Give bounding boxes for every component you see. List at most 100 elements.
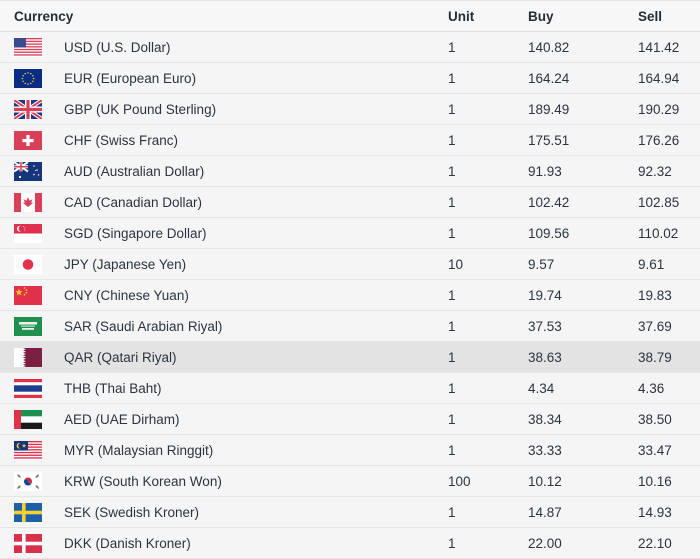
currency-name: SAR (Saudi Arabian Riyal) <box>64 318 223 334</box>
currency-name: GBP (UK Pound Sterling) <box>64 101 217 117</box>
cell-unit: 1 <box>440 372 518 404</box>
currency-name: DKK (Danish Kroner) <box>64 535 191 551</box>
flag-gb-icon <box>14 99 42 119</box>
column-header-currency[interactable]: Currency <box>0 0 440 32</box>
flag-qa-icon <box>14 347 42 367</box>
cell-unit: 10 <box>440 248 518 280</box>
cell-unit: 1 <box>440 62 518 94</box>
cell-buy-rate: 22.00 <box>518 527 628 559</box>
flag-ca-icon <box>14 192 42 212</box>
column-header-buy[interactable]: Buy <box>518 0 628 32</box>
table-row[interactable]: THB (Thai Baht) 1 4.34 4.36 <box>0 372 700 404</box>
cell-unit: 1 <box>440 155 518 187</box>
cell-sell-rate: 38.79 <box>628 341 700 373</box>
cell-sell-rate: 14.93 <box>628 496 700 528</box>
cell-unit: 1 <box>440 124 518 156</box>
cell-buy-rate: 37.53 <box>518 310 628 342</box>
cell-sell-rate: 92.32 <box>628 155 700 187</box>
table-header: Currency Unit Buy Sell <box>0 0 700 32</box>
cell-buy-rate: 38.63 <box>518 341 628 373</box>
currency-name: JPY (Japanese Yen) <box>64 256 187 272</box>
currency-name: EUR (European Euro) <box>64 70 197 86</box>
table-row[interactable]: DKK (Danish Kroner) 1 22.00 22.10 <box>0 527 700 559</box>
cell-buy-rate: 140.82 <box>518 31 628 63</box>
table-row[interactable]: GBP (UK Pound Sterling) 1 189.49 190.29 <box>0 93 700 125</box>
cell-buy-rate: 189.49 <box>518 93 628 125</box>
currency-name: QAR (Qatari Riyal) <box>64 349 177 365</box>
cell-currency: THB (Thai Baht) <box>0 372 440 404</box>
currency-name: CNY (Chinese Yuan) <box>64 287 189 303</box>
table-row[interactable]: CAD (Canadian Dollar) 1 102.42 102.85 <box>0 186 700 218</box>
cell-unit: 100 <box>440 465 518 497</box>
table-row[interactable]: AED (UAE Dirham) 1 38.34 38.50 <box>0 403 700 435</box>
table-row[interactable]: SEK (Swedish Kroner) 1 14.87 14.93 <box>0 496 700 528</box>
table-row[interactable]: AUD (Australian Dollar) 1 91.93 92.32 <box>0 155 700 187</box>
cell-unit: 1 <box>440 31 518 63</box>
cell-buy-rate: 9.57 <box>518 248 628 280</box>
cell-unit: 1 <box>440 527 518 559</box>
cell-sell-rate: 10.16 <box>628 465 700 497</box>
cell-sell-rate: 19.83 <box>628 279 700 311</box>
cell-currency: USD (U.S. Dollar) <box>0 31 440 63</box>
cell-buy-rate: 38.34 <box>518 403 628 435</box>
cell-currency: AUD (Australian Dollar) <box>0 155 440 187</box>
cell-currency: KRW (South Korean Won) <box>0 465 440 497</box>
table-row[interactable]: CNY (Chinese Yuan) 1 19.74 19.83 <box>0 279 700 311</box>
cell-unit: 1 <box>440 186 518 218</box>
table-row[interactable]: MYR (Malaysian Ringgit) 1 33.33 33.47 <box>0 434 700 466</box>
flag-th-icon <box>14 378 42 398</box>
table-row[interactable]: EUR (European Euro) 1 164.24 164.94 <box>0 62 700 94</box>
currency-name: CAD (Canadian Dollar) <box>64 194 203 210</box>
table-body: USD (U.S. Dollar) 1 140.82 141.42 EUR (Europ… <box>0 31 700 559</box>
cell-currency: CAD (Canadian Dollar) <box>0 186 440 218</box>
cell-sell-rate: 38.50 <box>628 403 700 435</box>
cell-buy-rate: 102.42 <box>518 186 628 218</box>
flag-kr-icon <box>14 471 42 491</box>
table-row[interactable]: SAR (Saudi Arabian Riyal) 1 37.53 37.69 <box>0 310 700 342</box>
flag-ch-icon <box>14 130 42 150</box>
cell-sell-rate: 141.42 <box>628 31 700 63</box>
flag-eu-icon <box>14 68 42 88</box>
currency-name: AED (UAE Dirham) <box>64 411 180 427</box>
currency-name: AUD (Australian Dollar) <box>64 163 205 179</box>
cell-sell-rate: 33.47 <box>628 434 700 466</box>
cell-unit: 1 <box>440 217 518 249</box>
flag-jp-icon <box>14 254 42 274</box>
currency-name: SGD (Singapore Dollar) <box>64 225 207 241</box>
currency-name: MYR (Malaysian Ringgit) <box>64 442 214 458</box>
cell-buy-rate: 14.87 <box>518 496 628 528</box>
flag-us-icon <box>14 37 42 57</box>
table-row[interactable]: CHF (Swiss Franc) 1 175.51 176.26 <box>0 124 700 156</box>
cell-currency: AED (UAE Dirham) <box>0 403 440 435</box>
cell-currency: SAR (Saudi Arabian Riyal) <box>0 310 440 342</box>
table-row[interactable]: KRW (South Korean Won) 100 10.12 10.16 <box>0 465 700 497</box>
cell-currency: CHF (Swiss Franc) <box>0 124 440 156</box>
cell-buy-rate: 33.33 <box>518 434 628 466</box>
column-header-sell[interactable]: Sell <box>628 0 700 32</box>
cell-sell-rate: 22.10 <box>628 527 700 559</box>
flag-my-icon <box>14 440 42 460</box>
cell-sell-rate: 37.69 <box>628 310 700 342</box>
currency-name: CHF (Swiss Franc) <box>64 132 178 148</box>
table-row[interactable]: USD (U.S. Dollar) 1 140.82 141.42 <box>0 31 700 63</box>
flag-ae-icon <box>14 409 42 429</box>
table-row[interactable]: QAR (Qatari Riyal) 1 38.63 38.79 <box>0 341 700 373</box>
cell-sell-rate: 110.02 <box>628 217 700 249</box>
cell-currency: SEK (Swedish Kroner) <box>0 496 440 528</box>
currency-name: USD (U.S. Dollar) <box>64 39 171 55</box>
cell-sell-rate: 164.94 <box>628 62 700 94</box>
cell-unit: 1 <box>440 403 518 435</box>
cell-currency: SGD (Singapore Dollar) <box>0 217 440 249</box>
currency-name: SEK (Swedish Kroner) <box>64 504 200 520</box>
cell-buy-rate: 19.74 <box>518 279 628 311</box>
cell-unit: 1 <box>440 93 518 125</box>
table-row[interactable]: JPY (Japanese Yen) 10 9.57 9.61 <box>0 248 700 280</box>
table-row[interactable]: SGD (Singapore Dollar) 1 109.56 110.02 <box>0 217 700 249</box>
column-header-unit[interactable]: Unit <box>440 0 518 32</box>
cell-currency: DKK (Danish Kroner) <box>0 527 440 559</box>
cell-buy-rate: 175.51 <box>518 124 628 156</box>
cell-sell-rate: 190.29 <box>628 93 700 125</box>
cell-unit: 1 <box>440 434 518 466</box>
flag-se-icon <box>14 502 42 522</box>
